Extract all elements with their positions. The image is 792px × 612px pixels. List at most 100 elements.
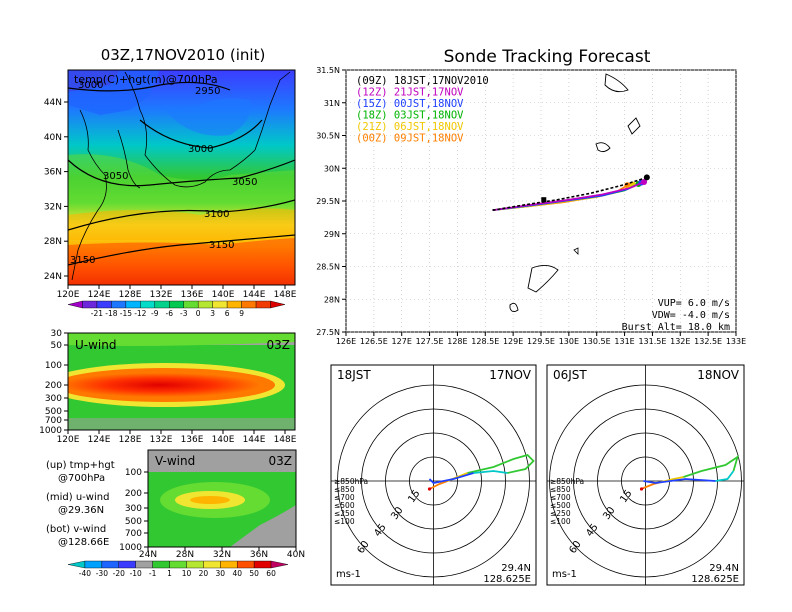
level-legend: ≥850hPa [334,477,368,486]
colorbar-label: 6 [225,309,230,318]
colorbar-swatch [125,300,141,309]
contour-label: 2950 [195,86,220,97]
p-tick-label: 100 [125,468,142,478]
colorbar-label: -15 [120,309,132,318]
colorbar-swatch [96,300,112,309]
burst-point [641,179,648,186]
hodograph-lat: 29.4N [709,563,739,574]
uwind-time: 03Z [267,338,291,352]
contour-label: 3150 [209,240,234,251]
p-tick-label: 500 [45,407,62,417]
island-yakushima [595,142,611,153]
hodograph-lon: 128.625E [483,574,531,585]
level-legend: ≤850 [334,485,355,494]
lon-tick-label: 140E [212,290,235,300]
lon-tick-label: 130E [559,337,579,346]
colorbar-swatch [135,560,153,569]
lat-axis: 44N 40N 36N 32N 28N 24N [44,98,68,282]
colorbar-label: -18 [105,309,117,318]
hodograph-lat: 29.4N [501,563,531,574]
colorbar-swatch [186,560,204,569]
uwind-upper [68,333,295,346]
lon-tick-label: 128.5E [471,337,499,346]
colorbar-label: 40 [232,569,242,578]
colorbar-label: -40 [79,569,91,578]
level-legend: ≤700 [550,493,571,502]
contour-label: 3050 [103,171,128,182]
china-coastline [71,109,107,281]
colorbar-swatch [203,560,221,569]
colorbar-700hpa: -21 -18 -15 -12 -9 -6 -3 0 3 6 9 [67,300,286,318]
lat-tick-label: 27.5N [316,328,340,337]
lon-tick-label: 129E [503,337,523,346]
colorbar-swatch [226,300,242,309]
hodograph-unit: ms-1 [552,569,577,580]
colorbar-label: 3 [210,309,215,318]
vwind-top-band [148,450,296,472]
island-north [604,73,629,93]
lat-tick-label: 30N [324,164,340,173]
panel-legend-notes: (up) tmp+hgt @700hPa (mid) u-wind @29.36… [46,460,115,548]
colorbar-label: -10 [130,569,142,578]
colorbar-label: -21 [91,309,103,318]
track-line [492,176,648,211]
island-small [573,247,579,255]
colorbar-label: 1 [167,569,172,578]
colorbar-swatch [140,300,156,309]
colorbar-swatch [212,300,228,309]
colorbar-swatch [152,560,170,569]
lon-tick-label: 148E [274,290,297,300]
level-legend: ≤500 [550,501,571,510]
terrain-and-contours: 3000 2950 3000 3050 3050 3100 3150 3150 [68,70,295,285]
legend-entry: (09Z) 18JST,17NOV2010 [356,75,489,87]
track-marker [541,197,547,203]
colorbar-label: 9 [239,309,244,318]
p-tick-label: 200 [45,381,62,391]
lat-tick-label: 30.5N [316,132,340,141]
hodograph-trace [473,470,508,474]
vdw-text: VDW= -4.0 m/s [652,310,730,321]
colorbar-label: 0 [196,309,201,318]
lon-tick-label: 124E [88,290,111,300]
track-lat-axis: 31.5N 31N 30.5N 30N 29.5N 29N 28.5N 28N 27.5N [316,66,346,337]
contour-labels: 3000 2950 3000 3050 3050 3100 3150 3150 [70,80,257,266]
contour-label: 3150 [70,255,95,266]
burst-alt-text: Burst Alt= 18.0 km [622,322,730,333]
lat-tick-label: 28N [176,550,194,560]
lon-tick-label: 128E [119,435,142,445]
colorbar-label: -3 [180,309,188,318]
uwind-shading [68,333,295,430]
lat-tick-label: 31N [324,99,340,108]
legend-entry: (18Z) 03JST,18NOV [356,110,464,122]
colorbar-swatch [118,560,136,569]
lon-tick-label: 120E [57,290,80,300]
vwind-time: 03Z [269,454,293,468]
vwind-shading [148,450,296,547]
p-tick-label: 1000 [39,426,62,436]
warm-shade [68,208,295,240]
burst-point [643,174,650,181]
track-lon-axis: 126E 126.5E 127E 127.5E 128E 128.5E 129E 129.5E… [336,332,746,346]
uwind-frame [67,332,296,431]
lon-axis: 120E 124E 128E 132E 136E 140E 144E 148E [57,285,297,300]
colorbar-label: -12 [134,309,146,318]
p-tick-label: 30 [51,329,63,339]
init-title: 03Z,17NOV2010 (init) [101,46,266,64]
lat-tick-label: 29N [324,230,340,239]
note-up: (up) tmp+hgt [46,460,115,471]
japan-coastline [124,71,291,188]
uwind-label: U-wind [75,338,116,352]
colorbar-wind: -40 -30 -20 -10 -1 1 10 20 30 40 50 60 [67,560,289,578]
lon-tick-label: 129.5E [527,337,555,346]
colorbar-swatch [84,560,103,569]
colorbar-swatch [270,560,289,569]
level-legend: ≤850 [550,485,571,494]
colorbar-label: 50 [249,569,259,578]
lon-tick-label: 136E [181,290,204,300]
colorbar-swatch [154,300,170,309]
colorbar-label: -9 [151,309,159,318]
lat-tick-label: 44N [44,98,62,108]
island-tokunoshima [509,302,519,313]
colorbar-swatch [197,300,213,309]
contour-3000 [139,119,263,149]
